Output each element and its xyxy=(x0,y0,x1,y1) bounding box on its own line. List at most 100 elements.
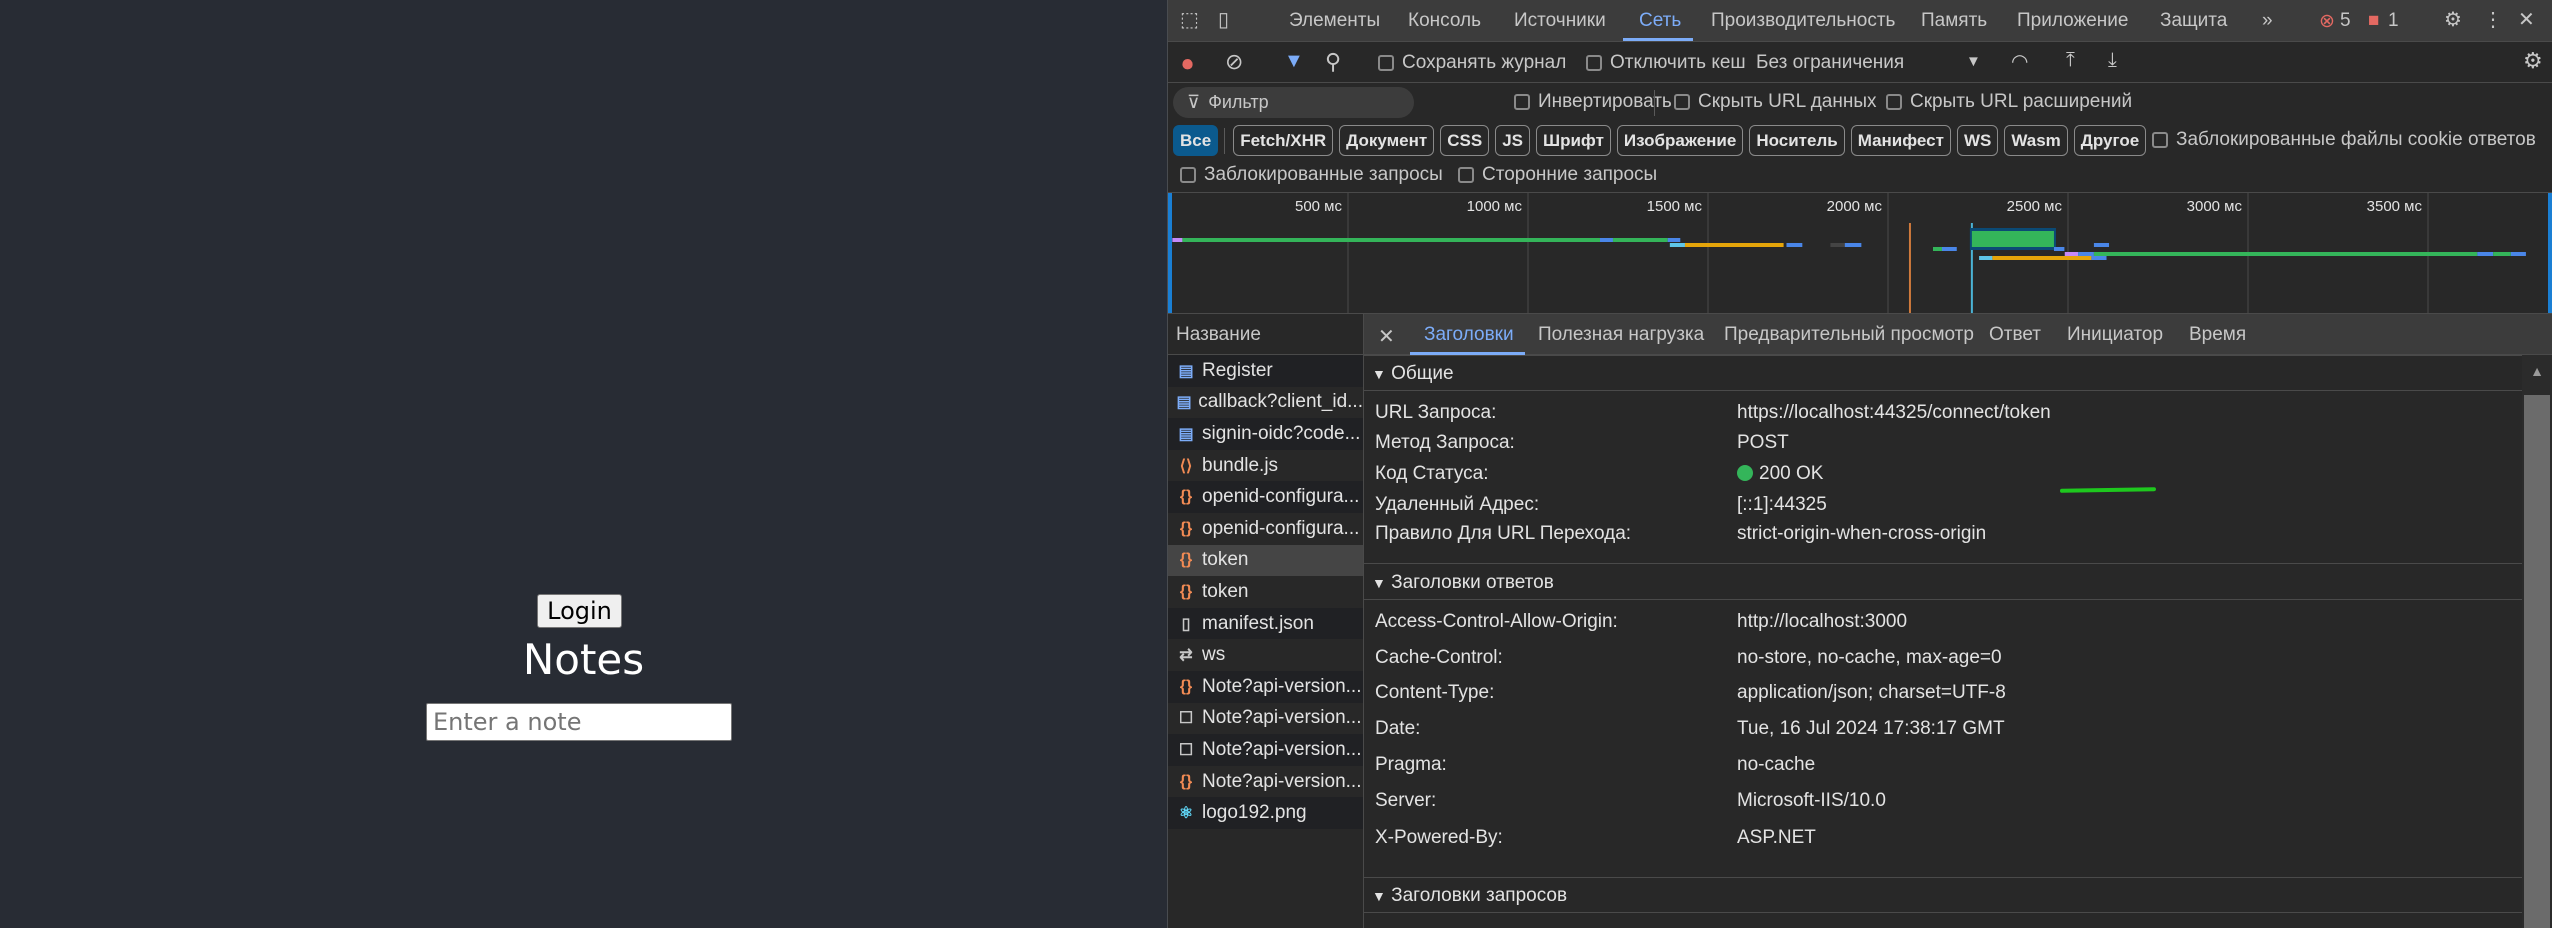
third-party-checkbox[interactable]: Сторонние запросы xyxy=(1458,164,1657,186)
waterfall-bar xyxy=(1786,243,1803,247)
issues-count[interactable]: 1 xyxy=(2388,10,2399,31)
tab-performance[interactable]: Производительность xyxy=(1711,10,1896,31)
throttling-select[interactable]: Без ограничения xyxy=(1756,52,1905,73)
header-value: application/json; charset=UTF-8 xyxy=(1737,682,2006,703)
search-icon[interactable]: ⚲ xyxy=(1325,49,1342,74)
settings-icon[interactable]: ⚙ xyxy=(2444,9,2462,31)
type-filter-7[interactable]: Носитель xyxy=(1749,125,1845,156)
tab-security[interactable]: Защита xyxy=(2160,10,2228,31)
request-row[interactable]: ☐ Note?api-version... xyxy=(1168,734,1363,766)
error-count[interactable]: 5 xyxy=(2340,10,2351,31)
blocked-cookies-checkbox[interactable]: Заблокированные файлы cookie ответов xyxy=(2152,129,2536,151)
tick-label: 500 мс xyxy=(1295,198,1343,215)
tab-memory[interactable]: Память xyxy=(1921,10,1988,31)
blocked-requests-checkbox[interactable]: Заблокированные запросы xyxy=(1180,164,1443,186)
chevron-down-icon[interactable]: ▼ xyxy=(1966,53,1981,70)
request-row[interactable]: ▯ manifest.json xyxy=(1168,607,1363,640)
type-filter-2[interactable]: Документ xyxy=(1339,125,1435,156)
websocket-icon: ⇄ xyxy=(1179,647,1193,665)
type-filter-3[interactable]: CSS xyxy=(1440,125,1490,156)
disable-cache-label: Отключить кеш xyxy=(1610,52,1746,73)
hide-extension-urls-checkbox[interactable]: Скрыть URL расширений xyxy=(1886,91,2132,113)
request-row[interactable]: ⟨⟩ bundle.js xyxy=(1168,450,1363,482)
request-name: openid-configura... xyxy=(1202,517,1360,539)
name-column-header[interactable]: Название xyxy=(1168,314,1363,355)
preserve-log-checkbox[interactable]: Сохранять журнал xyxy=(1378,52,1566,74)
request-row[interactable]: ▤ Register xyxy=(1168,355,1363,387)
type-filter-8[interactable]: Манифест xyxy=(1850,125,1951,156)
note-input[interactable] xyxy=(426,703,732,741)
device-toolbar-icon[interactable]: ▯ xyxy=(1218,9,1230,31)
type-filter-10[interactable]: Wasm xyxy=(2004,125,2068,156)
request-row[interactable]: ☐ Note?api-version... xyxy=(1168,703,1363,735)
type-filter-11[interactable]: Другое xyxy=(2073,125,2147,156)
more-tabs-button[interactable]: » xyxy=(2262,10,2273,31)
request-row[interactable]: ⚛ logo192.png xyxy=(1168,797,1363,829)
type-filter-5[interactable]: Шрифт xyxy=(1536,125,1611,156)
fetch-icon: {} xyxy=(1179,488,1193,506)
type-filter-0[interactable]: Все xyxy=(1173,125,1219,156)
tab-payload[interactable]: Полезная нагрузка xyxy=(1538,324,1705,345)
tick-label: 1000 мс xyxy=(1467,198,1523,215)
request-row[interactable]: {} Note?api-version... xyxy=(1168,670,1363,703)
waterfall-bar xyxy=(1667,238,1681,242)
tab-headers[interactable]: Заголовки xyxy=(1424,324,1514,345)
section-general[interactable]: ▼ Общие xyxy=(1364,355,2522,391)
close-devtools-icon[interactable]: ✕ xyxy=(2518,9,2535,31)
tab-console[interactable]: Консоль xyxy=(1408,10,1481,31)
filter-input[interactable]: ⊽ Фильтр xyxy=(1173,87,1414,118)
panel-divider[interactable] xyxy=(1167,0,1168,928)
tab-initiator[interactable]: Инициатор xyxy=(2067,324,2164,345)
header-name: Правило Для URL Перехода: xyxy=(1375,523,1632,544)
section-response_headers[interactable]: ▼ Заголовки ответов xyxy=(1364,563,2522,600)
request-row[interactable]: {} Note?api-version... xyxy=(1168,766,1363,798)
request-row[interactable]: {} token xyxy=(1168,544,1363,577)
tab-network[interactable]: Сеть xyxy=(1639,10,1682,31)
fetch-icon: {} xyxy=(1179,519,1193,537)
tab-timing[interactable]: Время xyxy=(2189,324,2247,345)
request-name: token xyxy=(1202,549,1249,571)
scrollbar-thumb[interactable] xyxy=(2524,395,2550,928)
type-filter-9[interactable]: WS xyxy=(1956,125,1999,156)
tab-preview[interactable]: Предварительный просмотр xyxy=(1724,324,1974,345)
issues-icon[interactable]: ■ xyxy=(2368,10,2380,31)
upload-icon[interactable]: ⤒ xyxy=(2066,49,2075,71)
header-name: Cache-Control: xyxy=(1375,647,1503,668)
request-row[interactable]: {} openid-configura... xyxy=(1168,481,1363,513)
tab-sources[interactable]: Источники xyxy=(1514,10,1606,31)
tab-application[interactable]: Приложение xyxy=(2017,10,2129,31)
record-stop-icon[interactable]: ⏺ xyxy=(1182,51,1194,76)
request-name: bundle.js xyxy=(1202,454,1279,476)
request-name: logo192.png xyxy=(1202,802,1307,824)
request-row[interactable]: ▤ callback?client_id... xyxy=(1168,387,1363,419)
network-overview-timeline[interactable]: 500 мс 1000 мс 1500 мс 2000 мс 2500 мс 3000 м… xyxy=(1168,192,2552,314)
request-row[interactable]: {} token xyxy=(1168,576,1363,608)
request-name: Note?api-version... xyxy=(1202,707,1362,729)
waterfall-bar xyxy=(1979,256,1993,260)
error-icon[interactable]: ⊗ xyxy=(2319,11,2335,32)
network-settings-icon[interactable]: ⚙ xyxy=(2523,48,2543,73)
close-details-icon[interactable]: ✕ xyxy=(1378,326,1395,348)
network-conditions-icon[interactable]: ◠ xyxy=(2011,51,2029,73)
tab-response[interactable]: Ответ xyxy=(1989,324,2041,345)
filter-icon[interactable]: ▼ xyxy=(1284,50,1304,72)
type-filter-6[interactable]: Изображение xyxy=(1616,125,1744,156)
tab-elements[interactable]: Элементы xyxy=(1289,10,1381,31)
login-button[interactable]: Login xyxy=(537,594,622,628)
disable-cache-checkbox[interactable]: Отключить кеш xyxy=(1586,52,1746,74)
scroll-up-icon[interactable]: ▲ xyxy=(2530,363,2544,379)
more-options-icon[interactable]: ⋮ xyxy=(2483,9,2503,31)
clear-icon[interactable]: ⊘ xyxy=(1225,49,1244,74)
details-scrollbar[interactable]: ▲ xyxy=(2522,355,2552,928)
request-row[interactable]: {} openid-configura... xyxy=(1168,513,1363,545)
type-filter-1[interactable]: Fetch/XHR xyxy=(1233,125,1334,156)
hide-data-urls-checkbox[interactable]: Скрыть URL данных xyxy=(1674,91,1877,113)
request-row[interactable]: ▤ signin-oidc?code... xyxy=(1168,418,1363,450)
invert-checkbox[interactable]: Инвертировать xyxy=(1514,91,1672,113)
type-filter-4[interactable]: JS xyxy=(1495,125,1530,156)
section-request_headers[interactable]: ▼ Заголовки запросов xyxy=(1364,877,2522,913)
header-value: Microsoft-IIS/10.0 xyxy=(1737,790,1886,811)
download-icon[interactable]: ⤓ xyxy=(2108,49,2117,71)
request-row[interactable]: ⇄ ws xyxy=(1168,639,1363,671)
inspect-element-icon[interactable]: ⬚ xyxy=(1180,9,1199,31)
